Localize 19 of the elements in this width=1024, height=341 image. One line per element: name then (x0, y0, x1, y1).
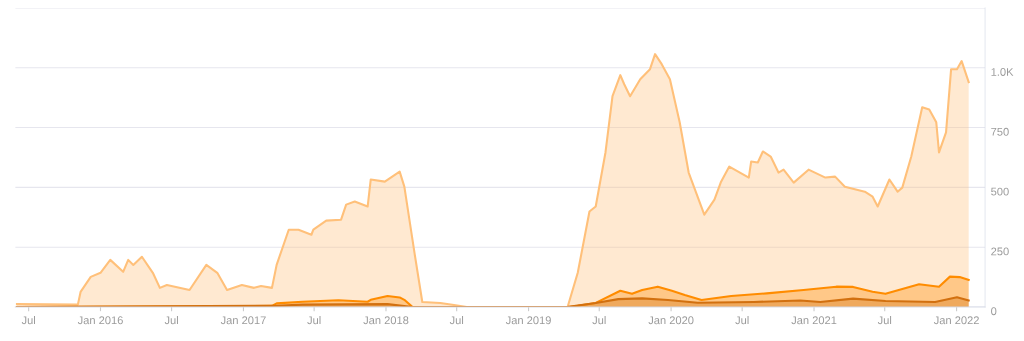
x-tick-label: Jul (877, 316, 892, 325)
x-tick-label: Jul (592, 316, 606, 325)
x-tick-label: Jan 2017 (220, 316, 266, 325)
x-tick-label: Jul (449, 316, 464, 325)
y-tick-label: 1.0K (991, 68, 1014, 76)
y-tick-label: 500 (991, 187, 1009, 196)
y-tick-label: 250 (991, 247, 1009, 256)
x-tick-label: Jul (307, 316, 321, 325)
x-tick-label: Jul (735, 316, 749, 325)
x-tick-label: Jan 2018 (363, 316, 409, 325)
x-tick-label: Jan 2021 (791, 316, 837, 325)
x-tick-label: Jul (164, 316, 178, 325)
x-tick-label: Jul (21, 316, 35, 325)
x-tick-label: Jan 2016 (77, 316, 123, 325)
x-tick-label: Jan 2022 (933, 316, 979, 325)
x-tick-label: Jan 2019 (505, 316, 551, 325)
y-tick-label: 0 (991, 307, 997, 316)
y-tick-label: 750 (991, 127, 1009, 136)
x-tick-label: Jan 2020 (648, 316, 694, 325)
